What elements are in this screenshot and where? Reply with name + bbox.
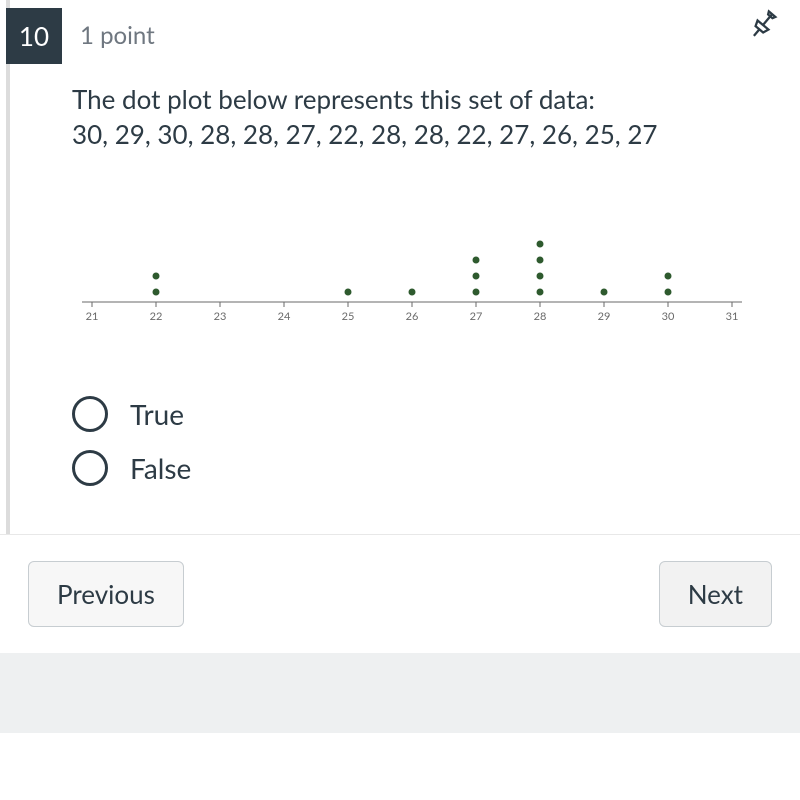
- svg-text:26: 26: [406, 310, 419, 322]
- stem-line-1: The dot plot below represents this set o…: [72, 82, 770, 117]
- radio-icon: [72, 396, 108, 432]
- nav-row: Previous Next: [0, 534, 800, 653]
- question-header: 10 1 point: [10, 0, 800, 64]
- pin-icon[interactable]: [746, 8, 780, 42]
- answer-choices: True False: [72, 396, 770, 486]
- choice-label: False: [130, 451, 191, 485]
- stem-line-2: 30, 29, 30, 28, 28, 27, 22, 28, 28, 22, …: [72, 117, 770, 152]
- svg-text:28: 28: [534, 310, 547, 322]
- svg-text:29: 29: [598, 310, 611, 322]
- choice-true[interactable]: True: [72, 396, 770, 432]
- choice-label: True: [130, 397, 184, 431]
- svg-text:21: 21: [86, 310, 99, 322]
- dot-plot-chart: 21 22 23 24 25 26 27 28 29 30 31: [72, 192, 752, 322]
- svg-text:24: 24: [278, 310, 291, 322]
- svg-text:27: 27: [470, 310, 483, 322]
- next-button[interactable]: Next: [659, 561, 772, 627]
- svg-text:30: 30: [662, 310, 675, 322]
- points-label: 1 point: [80, 8, 155, 64]
- svg-text:25: 25: [342, 310, 355, 322]
- footer-space: [0, 653, 800, 733]
- choice-false[interactable]: False: [72, 450, 770, 486]
- question-number-badge: 10: [6, 8, 62, 64]
- svg-text:23: 23: [214, 310, 227, 322]
- question-number: 10: [19, 20, 49, 52]
- previous-button[interactable]: Previous: [28, 561, 184, 627]
- radio-icon: [72, 450, 108, 486]
- svg-text:22: 22: [150, 310, 163, 322]
- svg-text:31: 31: [726, 310, 739, 322]
- question-stem: The dot plot below represents this set o…: [72, 82, 770, 152]
